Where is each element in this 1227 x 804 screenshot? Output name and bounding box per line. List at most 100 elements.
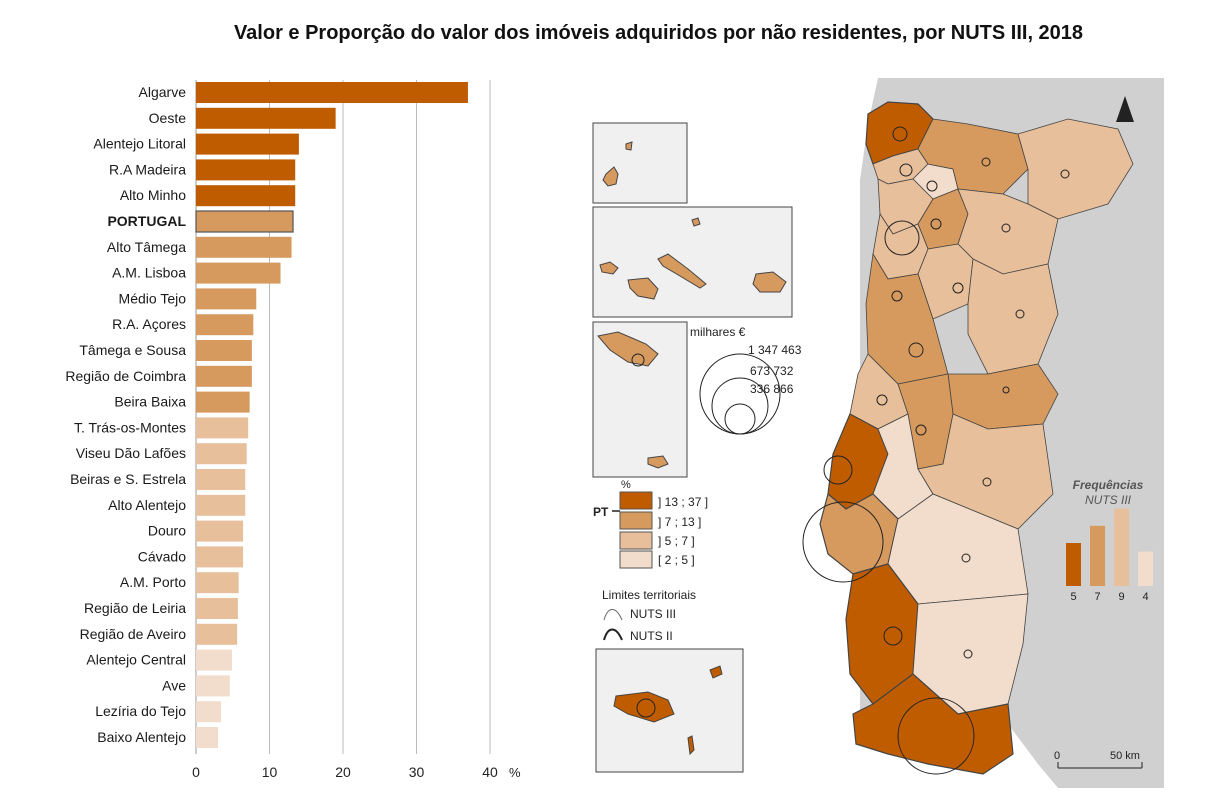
- freq-title: Frequências: [1073, 478, 1144, 492]
- frequency-label: 7: [1094, 591, 1100, 603]
- bar: [196, 107, 336, 129]
- category-label: Lezíria do Tejo: [95, 703, 186, 719]
- bar: [196, 365, 252, 387]
- bar: [196, 598, 238, 619]
- circle-coimbra: [908, 342, 924, 358]
- chart-title: Valor e Proporção do valor dos imóveis a…: [233, 22, 1084, 44]
- frequency-labels: 5 7 9 4: [1070, 591, 1148, 603]
- category-label: Região de Aveiro: [80, 626, 187, 642]
- circle-tras: [1060, 169, 1070, 179]
- circle-alentejo-litoral: [883, 626, 903, 646]
- circle-douro: [1001, 223, 1011, 233]
- category-label: Tâmega e Sousa: [79, 342, 186, 358]
- nuts2-line-icon: [603, 628, 623, 641]
- circle-leiria: [876, 394, 888, 406]
- legend-class-1: ] 13 ; 37 ]: [658, 495, 708, 509]
- frequency-bar: [1138, 551, 1153, 586]
- bar: [196, 185, 296, 207]
- scale-start: 0: [1054, 750, 1060, 762]
- circle-am-porto: [884, 220, 920, 256]
- legend-limits-title: Limites territoriais: [602, 588, 696, 602]
- category-labels: Algarve Oeste Alentejo Litoral R.A Madeira A…: [65, 84, 186, 745]
- bar: [196, 314, 254, 336]
- value-circles: [802, 126, 1070, 775]
- inset-azores-central: [592, 206, 793, 318]
- legend-class-4: [ 2 ; 5 ]: [658, 553, 695, 567]
- x-tick-labels: 0 10 20 30 40: [192, 764, 498, 780]
- legend-limits: Limites territoriais NUTS III NUTS II: [602, 588, 696, 643]
- frequency-chart: Frequências NUTS III 5 7 9 4: [1066, 478, 1153, 603]
- scale-bar: 0 50 km: [1054, 750, 1143, 769]
- x-tick-label: 40: [482, 764, 498, 780]
- frequency-label: 4: [1142, 591, 1148, 603]
- bars: [195, 82, 468, 748]
- category-label: Douro: [148, 523, 186, 539]
- category-label: Região de Coimbra: [65, 368, 186, 384]
- category-label: Beiras e S. Estrela: [70, 471, 186, 487]
- circle-cavado: [899, 163, 913, 177]
- category-label: R.A. Açores: [112, 316, 186, 332]
- bar: [196, 701, 221, 723]
- circle-tamega: [930, 218, 942, 230]
- bar: [196, 520, 244, 542]
- inset-azores-west: [592, 122, 688, 204]
- frequency-label: 5: [1070, 591, 1076, 603]
- circle-beira-baixa: [1002, 386, 1010, 394]
- bar: [196, 469, 246, 490]
- bar-chart: Algarve Oeste Alentejo Litoral R.A Madeira A…: [65, 80, 521, 780]
- legend-circle-value-1: 1 347 463: [748, 343, 802, 357]
- circle-viseu: [952, 282, 964, 294]
- circle-alto-alentejo: [982, 477, 992, 487]
- bar: [196, 623, 238, 645]
- legend-swatch-c4: [619, 550, 653, 569]
- circle-alentejo-central: [961, 553, 971, 563]
- legend-classes: % PT ] 13 ; 37 ] ] 7 ; 13 ] ] 5 ; 7 ] [ …: [593, 479, 708, 569]
- x-tick-label: 20: [335, 764, 351, 780]
- map-panel: 0 50 km milhares € 1 347 463 673 732: [592, 78, 1164, 788]
- legend-circle-title: milhares €: [690, 325, 746, 339]
- x-tick-label: 30: [409, 764, 425, 780]
- x-tick-label: 0: [192, 764, 200, 780]
- bar: [196, 288, 257, 310]
- inset-azores-east: [592, 321, 688, 478]
- bar: [196, 675, 230, 697]
- bar: [196, 82, 468, 103]
- circle-baixo-alentejo: [963, 649, 973, 659]
- legend-class-3: ] 5 ; 7 ]: [658, 534, 695, 548]
- bar: [196, 340, 252, 361]
- frequency-bars: [1066, 508, 1153, 586]
- category-label: Beira Baixa: [114, 394, 186, 410]
- bar: [196, 649, 233, 671]
- portugal-mainland: [819, 101, 1134, 775]
- category-label: T. Trás-os-Montes: [74, 419, 186, 435]
- circle-aveiro: [891, 290, 903, 302]
- category-label: Alentejo Litoral: [93, 136, 186, 152]
- circle-alto-minho: [892, 126, 908, 142]
- bar: [196, 572, 239, 594]
- category-label: Médio Tejo: [119, 290, 187, 306]
- frequency-bar: [1090, 525, 1105, 586]
- legend-pt-label: PT: [593, 505, 609, 519]
- legend-swatch-c2: [619, 511, 653, 530]
- bar: [196, 546, 244, 568]
- circle-ave: [926, 180, 938, 192]
- legend-circles: milhares € 1 347 463 673 732 336 866: [690, 325, 802, 435]
- category-label: Algarve: [139, 84, 187, 100]
- freq-subtitle: NUTS III: [1085, 493, 1132, 507]
- circle-algarve: [897, 697, 975, 775]
- category-label: A.M. Porto: [120, 574, 186, 590]
- x-tick-label: 10: [262, 764, 278, 780]
- legend-limit-nuts3: NUTS III: [630, 607, 676, 621]
- bar: [196, 236, 292, 258]
- legend-circle-value-3: 336 866: [750, 382, 794, 396]
- circle-medio-tejo: [915, 424, 927, 436]
- category-label: Ave: [162, 677, 186, 693]
- inset-madeira: [595, 648, 744, 773]
- bar: [196, 133, 299, 155]
- category-label: Cávado: [138, 548, 186, 564]
- legend-circle-value-2: 673 732: [750, 364, 794, 378]
- legend-swatch-c1: [619, 491, 653, 510]
- category-label: Baixo Alentejo: [97, 729, 186, 745]
- circle-alto-tamega: [981, 157, 991, 167]
- bar: [196, 494, 246, 516]
